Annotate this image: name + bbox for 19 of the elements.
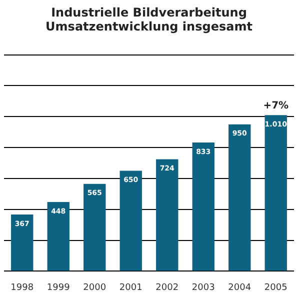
- x-tick-label: 1998: [10, 282, 34, 293]
- bar: [120, 170, 142, 271]
- text: Umsatzentwicklung insgesamt: [46, 20, 252, 34]
- bar: [228, 124, 251, 271]
- bar: [47, 202, 70, 271]
- x-tick-label: 2003: [192, 282, 215, 293]
- annotation: +7%: [263, 100, 289, 112]
- text: Industrielle Bildverarbeitung: [51, 5, 247, 20]
- x-tick-label: 2000: [83, 282, 106, 293]
- bar: [264, 115, 287, 271]
- x-tick-label: 2004: [228, 282, 252, 293]
- bar: [192, 142, 214, 271]
- x-tick-label: 2001: [119, 282, 142, 293]
- x-tick-label: 1999: [46, 282, 70, 293]
- bar: [11, 214, 34, 271]
- bar: [156, 159, 178, 271]
- x-tick-label: 2005: [264, 282, 288, 293]
- bar: [84, 184, 106, 271]
- x-tick-label: 2002: [156, 282, 179, 293]
